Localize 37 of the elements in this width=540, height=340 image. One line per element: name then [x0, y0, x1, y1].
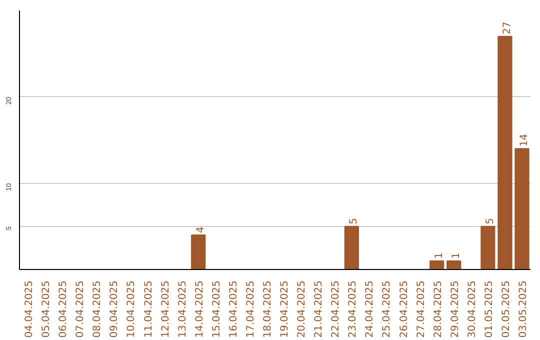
- x-tick-label: 12.04.2025: [160, 280, 172, 338]
- data-label: 4: [195, 226, 206, 233]
- x-tick-label: 03.05.2025: [518, 280, 529, 338]
- x-tick-label: 04.04.2025: [24, 280, 36, 338]
- x-tick-label: 30.04.2025: [466, 280, 478, 338]
- x-tick-label: 24.04.2025: [364, 280, 376, 338]
- x-tick-label: 02.05.2025: [500, 280, 512, 338]
- x-tick-label: 21.04.2025: [314, 280, 325, 338]
- x-tick-label: 11.04.2025: [143, 280, 154, 338]
- x-tick-label: 09.04.2025: [109, 280, 120, 338]
- x-tick-label: 15.04.2025: [211, 280, 222, 338]
- data-label: 1: [434, 252, 445, 259]
- x-tick-label: 10.04.2025: [126, 280, 138, 338]
- data-label: 27: [502, 22, 513, 34]
- x-tick-label: 20.04.2025: [296, 280, 308, 338]
- x-tick-label: 06.04.2025: [58, 280, 70, 338]
- x-tick-label: 19.04.2025: [280, 280, 291, 338]
- x-tick-label: 29.04.2025: [450, 280, 461, 338]
- data-label: 5: [348, 218, 360, 224]
- x-tick-label: 26.04.2025: [398, 280, 410, 338]
- data-label: 14: [518, 134, 530, 147]
- x-tick-label: 07.04.2025: [75, 280, 86, 338]
- x-tick-label: 05.04.2025: [41, 280, 52, 338]
- x-tick-label: 08.04.2025: [92, 280, 104, 338]
- data-label: 1: [450, 252, 462, 259]
- x-tick-label: 23.04.2025: [348, 280, 359, 338]
- x-tick-label: 14.04.2025: [194, 280, 206, 338]
- x-tick-label: 01.05.2025: [484, 280, 495, 338]
- x-tick-label: 28.04.2025: [432, 280, 444, 338]
- x-tick-label: 17.04.2025: [245, 280, 256, 338]
- data-label: 5: [484, 218, 496, 224]
- x-tick-label: 27.04.2025: [416, 280, 427, 338]
- x-tick-label: 13.04.2025: [177, 280, 188, 338]
- x-tick-label: 16.04.2025: [228, 280, 240, 338]
- x-tick-label: 22.04.2025: [330, 280, 342, 338]
- x-tick-label: 18.04.2025: [262, 280, 274, 338]
- x-tick-label: 25.04.2025: [382, 280, 393, 338]
